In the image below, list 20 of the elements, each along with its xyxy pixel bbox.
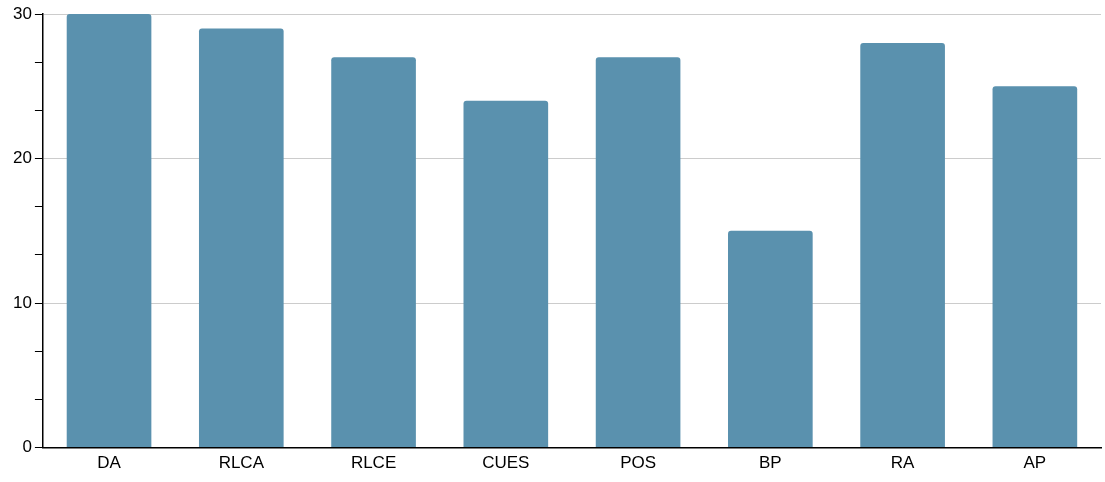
bar (860, 42, 945, 448)
x-tick-label: RLCA (218, 453, 265, 473)
y-tick-label: 10 (12, 292, 32, 312)
x-tick-label: AP (1023, 453, 1047, 473)
x-tick-label: BP (759, 453, 782, 473)
x-tick-label: POS (620, 453, 657, 473)
bar (66, 14, 152, 448)
x-tick-label: RLCE (350, 453, 397, 473)
bar (198, 28, 284, 448)
bar (992, 86, 1078, 448)
y-tick-label: 20 (12, 148, 32, 168)
x-tick-label: RA (890, 453, 916, 473)
bar (595, 57, 681, 448)
bar (728, 230, 813, 448)
bar (331, 57, 416, 448)
y-tick-label: 0 (22, 437, 32, 457)
x-tick-label: DA (97, 453, 122, 473)
y-tick-label: 30 (12, 3, 32, 23)
bar (463, 100, 549, 448)
x-tick-label: CUES (482, 453, 530, 473)
